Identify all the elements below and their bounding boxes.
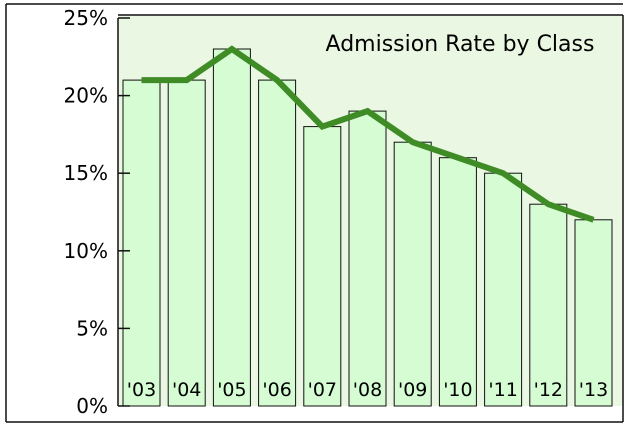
y-tick-label-4: 20% [64,84,108,108]
y-tick-label-3: 15% [64,161,108,185]
bar-0 [122,79,161,407]
x-tick-label-6: '09 [398,379,427,401]
x-tick-label-5: '08 [353,379,382,401]
x-tick-label-1: '04 [172,379,201,401]
x-tick-label-9: '12 [534,379,563,401]
x-tick-label-7: '10 [443,379,472,401]
bar-1 [167,79,206,407]
y-tick-label-2: 10% [64,239,108,263]
bar-5 [348,110,387,407]
bar-3 [258,79,297,407]
x-tick-label-3: '06 [262,379,291,401]
y-tick-label-0: 0% [76,394,108,418]
trend-line-layer [141,45,595,223]
x-tick-label-2: '05 [217,379,246,401]
bar-9 [529,203,568,407]
bar-4 [303,126,342,407]
chart-title: Admission Rate by Class [326,32,595,57]
trend-line [141,45,595,223]
axis-layer: 0% 5% 10% 15% 20% 25% [5,3,624,423]
bar-10 [574,219,613,407]
x-tick-labels: '03 '04 '05 '06 '07 '08 '09 '10 '11 '12 '13 [127,379,608,401]
bar-2 [212,48,251,407]
bar-7 [438,157,477,407]
y-tick-label-5: 25% [64,6,108,30]
bar-6 [393,141,432,407]
y-tick-label-1: 5% [76,316,108,340]
x-tick-label-8: '11 [488,379,517,401]
bar-8 [484,172,523,407]
x-tick-label-10: '13 [579,379,608,401]
x-tick-label-4: '07 [308,379,337,401]
x-tick-label-0: '03 [127,379,156,401]
